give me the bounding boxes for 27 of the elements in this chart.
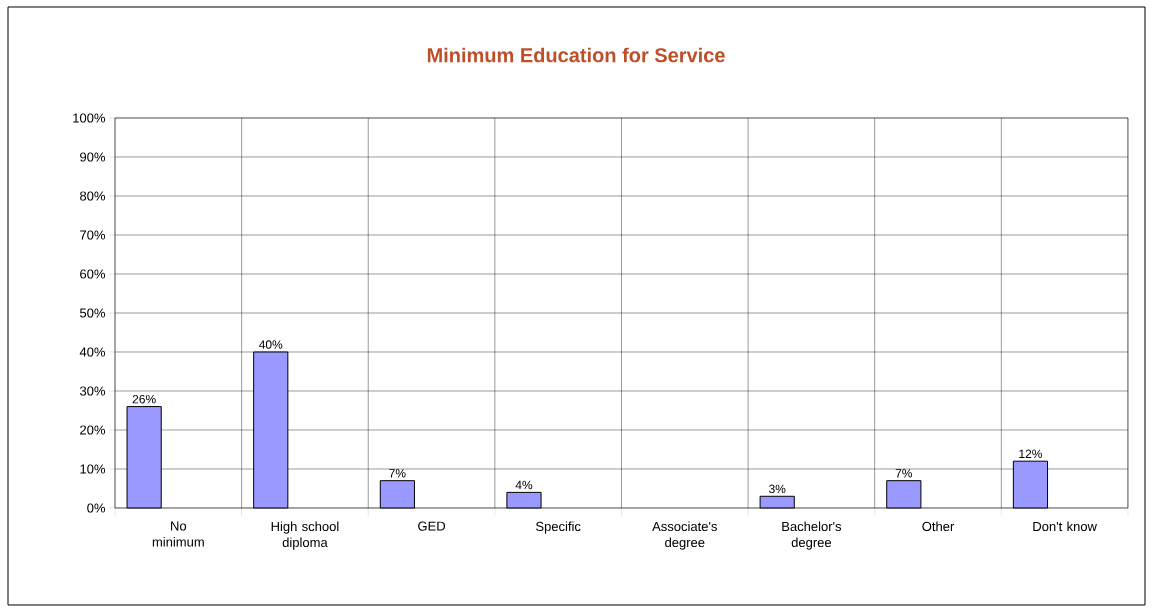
x-tick-label: No minimum [152,521,204,547]
data-label: 12% [1019,449,1043,458]
data-label: 7% [895,469,913,478]
data-label: 26% [132,394,156,404]
x-tick-label: Specific [536,521,581,534]
x-tick-label: Other [922,521,955,532]
data-label: 3% [768,484,786,494]
x-tick-label: Associate's degree [652,521,717,550]
x-tick-label: GED [418,521,446,531]
y-tick-label: 90% [80,152,106,162]
y-tick-label: 70% [80,230,106,240]
data-label: 40% [259,340,283,349]
data-label: 4% [515,480,533,490]
chart-title: Minimum Education for Service [427,47,725,63]
y-tick-label: 40% [79,347,106,357]
y-tick-label: 20% [80,425,106,435]
x-tick-label: High school diploma [271,521,339,550]
y-tick-label: 10% [80,464,106,474]
x-tick-label: Don't know [1033,521,1097,532]
y-tick-label: 30% [79,386,106,396]
y-tick-label: 80% [80,191,106,201]
y-tick-label: 50% [79,308,106,318]
x-tick-label: Bachelor's degree [782,521,842,550]
y-tick-label: 100% [73,113,106,123]
y-tick-label: 0% [87,503,106,513]
data-label: 7% [389,469,406,478]
y-tick-label: 60% [80,269,106,279]
